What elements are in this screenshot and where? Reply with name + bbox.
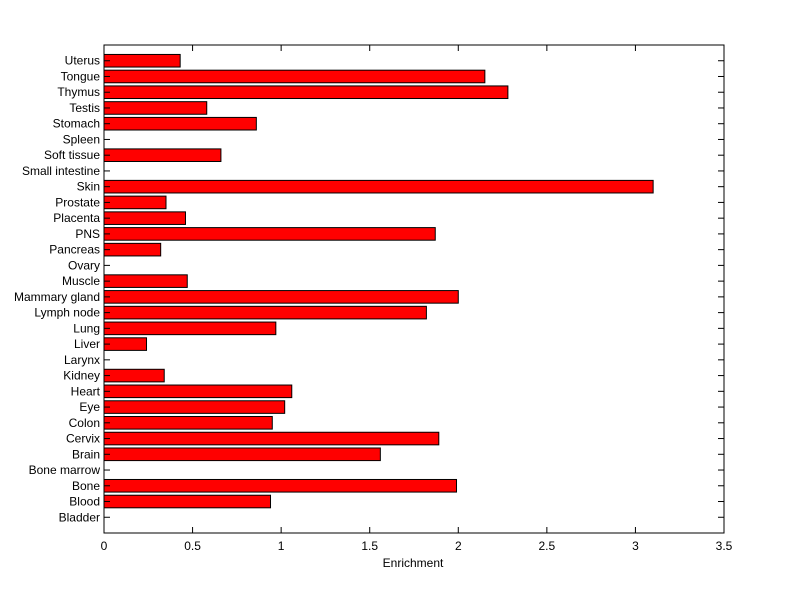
y-tick-label: Soft tissue — [44, 148, 100, 162]
y-tick-label: Skin — [77, 180, 100, 194]
y-tick-label: Blood — [69, 495, 100, 509]
x-tick-label: 0 — [101, 539, 108, 553]
y-tick-label: Liver — [74, 337, 100, 351]
y-tick-label: Cervix — [66, 432, 100, 446]
bar-liver — [103, 337, 148, 351]
bar-brain — [103, 447, 381, 462]
x-ticks-group: 0 0.5 1 1.5 2 2.5 3 3.5 — [101, 45, 733, 553]
bar-blood — [103, 494, 272, 509]
bar-lymph-node — [103, 305, 427, 320]
y-tick-label: Brain — [72, 447, 100, 461]
y-tick-label: Tongue — [61, 69, 101, 83]
y-tick-label: Uterus — [65, 54, 100, 68]
x-tick-label: 1.5 — [361, 539, 378, 553]
bar-lung — [103, 321, 277, 336]
bar-heart — [103, 384, 293, 399]
bar-pancreas — [103, 242, 162, 257]
y-tick-label: Kidney — [63, 369, 100, 383]
bar-prostate — [103, 195, 167, 210]
y-tick-label: Bladder — [59, 510, 100, 524]
y-tick-label: Prostate — [55, 195, 100, 209]
y-tick-label: Colon — [69, 416, 100, 430]
y-tick-label: Lymph node — [34, 306, 100, 320]
y-tick-label: Larynx — [64, 353, 100, 367]
y-tick-label: Eye — [79, 400, 100, 414]
x-tick-label: 3 — [632, 539, 639, 553]
y-tick-label: Muscle — [62, 274, 100, 288]
y-tick-label: Bone marrow — [29, 463, 101, 477]
y-tick-label: Heart — [71, 384, 101, 398]
bar-cervix — [103, 431, 440, 446]
bar-soft-tissue — [103, 148, 222, 162]
y-tick-label: Testis — [69, 101, 100, 115]
y-tick-label: Mammary gland — [14, 290, 100, 304]
bar-colon — [103, 416, 273, 430]
bar-testis — [103, 101, 208, 115]
bar-mammary-gland — [103, 290, 459, 304]
y-tick-label: Ovary — [68, 258, 100, 272]
y-tick-label: Spleen — [63, 132, 100, 146]
x-tick-label: 2.5 — [539, 539, 556, 553]
plot-frame — [103, 44, 725, 534]
x-tick-label: 0.5 — [184, 539, 201, 553]
x-tick-label: 2 — [455, 539, 462, 553]
y-tick-label: Small intestine — [22, 164, 100, 178]
bar-pns — [103, 227, 436, 241]
bar-stomach — [103, 116, 257, 131]
bar-skin — [103, 179, 654, 194]
y-tick-label: PNS — [75, 227, 100, 241]
y-tick-label: Lung — [73, 321, 100, 335]
bar-placenta — [103, 211, 186, 225]
y-tick-label: Stomach — [53, 117, 100, 131]
y-tick-label: Placenta — [53, 211, 100, 225]
x-tick-label: 1 — [278, 539, 285, 553]
y-tick-label: Bone — [72, 479, 100, 493]
x-axis-label: Enrichment — [383, 556, 444, 570]
y-tick-label: Thymus — [57, 85, 100, 99]
bar-tongue — [103, 69, 486, 84]
bar-eye — [103, 400, 286, 414]
x-tick-label: 3.5 — [716, 539, 733, 553]
y-tick-label: Pancreas — [49, 243, 100, 257]
bar-kidney — [103, 368, 165, 383]
bar-bone — [103, 478, 458, 493]
bar-muscle — [103, 274, 188, 288]
bar-thymus — [103, 85, 509, 100]
bar-uterus — [103, 53, 181, 68]
